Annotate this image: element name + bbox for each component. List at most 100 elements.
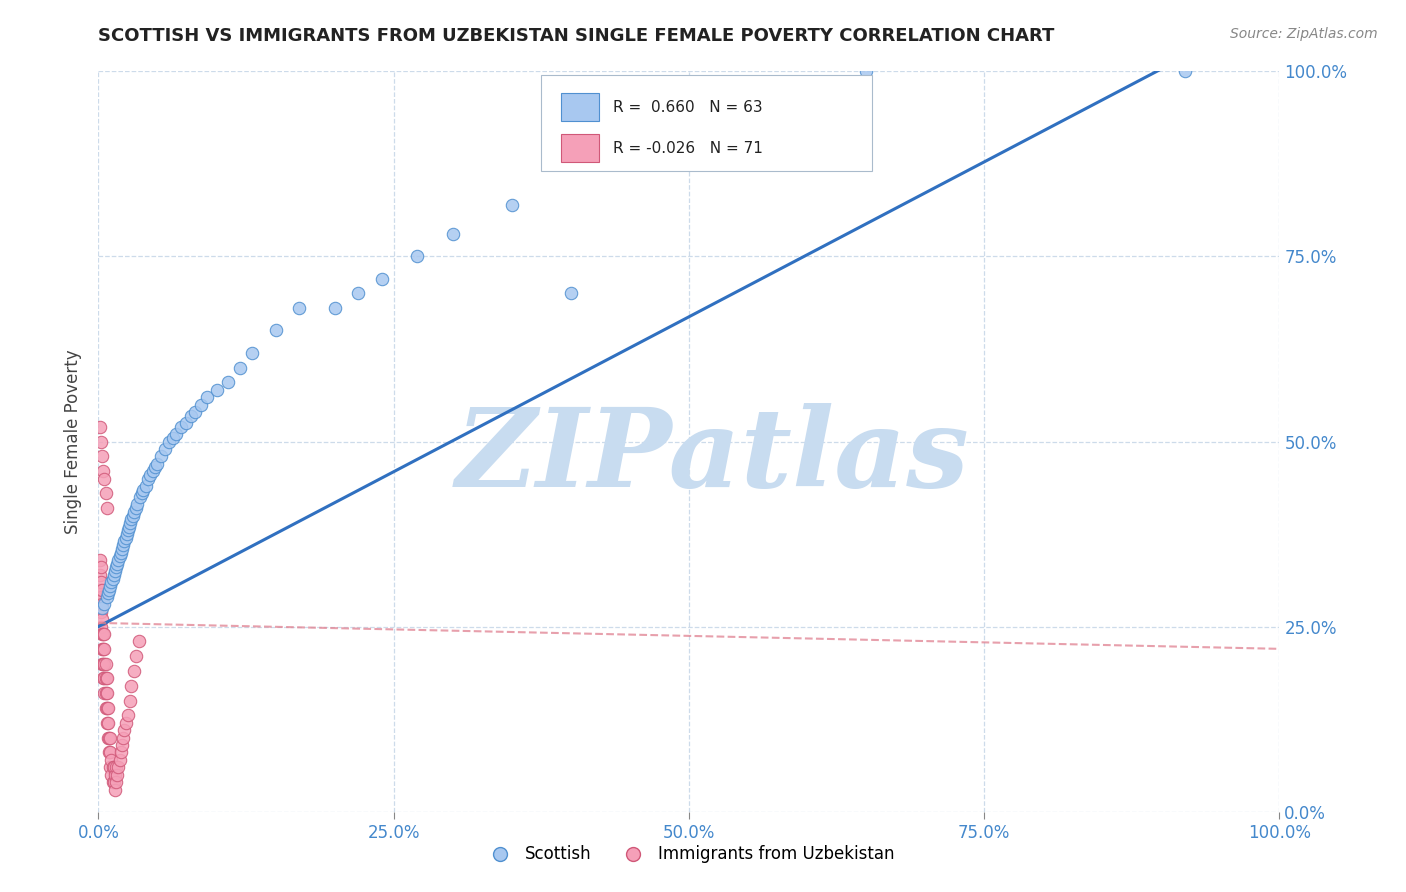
Point [97, 701, 120, 715]
Point [98, 746, 121, 760]
Point [104, 767, 127, 781]
Point [406, 250, 429, 264]
Point [91, 598, 114, 612]
Point [89, 553, 111, 567]
Point [105, 560, 128, 574]
Point [96, 701, 118, 715]
Point [89, 582, 111, 597]
Point [93, 627, 115, 641]
Point [90, 605, 112, 619]
Point [107, 553, 129, 567]
FancyBboxPatch shape [541, 75, 872, 171]
Point [91, 582, 114, 597]
Point [112, 723, 135, 738]
Point [91, 657, 114, 671]
Point [115, 527, 138, 541]
Point [143, 460, 166, 475]
Point [98, 579, 121, 593]
Point [91, 657, 114, 671]
Point [122, 505, 145, 519]
Point [114, 531, 136, 545]
Point [100, 575, 122, 590]
Point [142, 464, 165, 478]
Point [128, 634, 150, 648]
Point [112, 538, 135, 552]
Point [195, 390, 218, 404]
Point [91, 450, 114, 464]
Point [96, 590, 118, 604]
Point [98, 731, 121, 745]
Point [101, 572, 124, 586]
Point [121, 508, 143, 523]
Point [107, 760, 129, 774]
Point [205, 383, 228, 397]
Point [323, 301, 346, 316]
Point [97, 731, 120, 745]
Point [91, 601, 114, 615]
Point [110, 546, 132, 560]
Point [91, 464, 114, 478]
Point [441, 227, 464, 242]
Point [165, 427, 187, 442]
Point [501, 197, 523, 211]
Point [91, 627, 114, 641]
Point [90, 575, 112, 590]
Point [347, 286, 370, 301]
Point [104, 782, 127, 797]
Point [855, 64, 877, 78]
Point [90, 434, 112, 449]
Point [94, 486, 117, 500]
Legend: Scottish, Immigrants from Uzbekistan: Scottish, Immigrants from Uzbekistan [477, 838, 901, 870]
Point [162, 431, 184, 445]
Point [217, 376, 239, 390]
Point [190, 397, 212, 411]
Point [122, 664, 145, 678]
Point [127, 498, 149, 512]
Point [100, 753, 122, 767]
Point [93, 672, 115, 686]
Point [111, 541, 134, 556]
Point [184, 405, 207, 419]
Point [93, 641, 115, 656]
Point [114, 715, 136, 730]
Point [110, 746, 132, 760]
Point [136, 471, 159, 485]
Point [97, 586, 120, 600]
Point [121, 679, 143, 693]
Point [89, 419, 111, 434]
Point [180, 409, 202, 423]
Point [91, 627, 114, 641]
Point [91, 672, 114, 686]
Point [96, 501, 118, 516]
Point [90, 619, 112, 633]
Point [93, 471, 115, 485]
Point [108, 753, 131, 767]
Point [170, 419, 193, 434]
Point [98, 760, 121, 774]
Point [117, 524, 139, 538]
Bar [561, 134, 599, 162]
Point [93, 657, 115, 671]
Point [264, 324, 287, 338]
Point [90, 560, 112, 574]
Point [103, 567, 125, 582]
Point [174, 416, 197, 430]
Point [108, 549, 131, 564]
Point [94, 701, 117, 715]
Point [93, 686, 115, 700]
Point [94, 672, 117, 686]
Y-axis label: Single Female Poverty: Single Female Poverty [65, 350, 83, 533]
Point [105, 775, 128, 789]
Point [96, 672, 118, 686]
Point [132, 483, 155, 497]
Point [98, 746, 121, 760]
Point [89, 567, 111, 582]
Text: SCOTTISH VS IMMIGRANTS FROM UZBEKISTAN SINGLE FEMALE POVERTY CORRELATION CHART: SCOTTISH VS IMMIGRANTS FROM UZBEKISTAN S… [98, 27, 1054, 45]
Point [111, 738, 134, 752]
Point [153, 442, 176, 456]
Point [146, 457, 169, 471]
Point [131, 486, 153, 500]
Text: ZIPatlas: ZIPatlas [456, 402, 970, 510]
Point [120, 516, 142, 530]
Point [91, 641, 114, 656]
